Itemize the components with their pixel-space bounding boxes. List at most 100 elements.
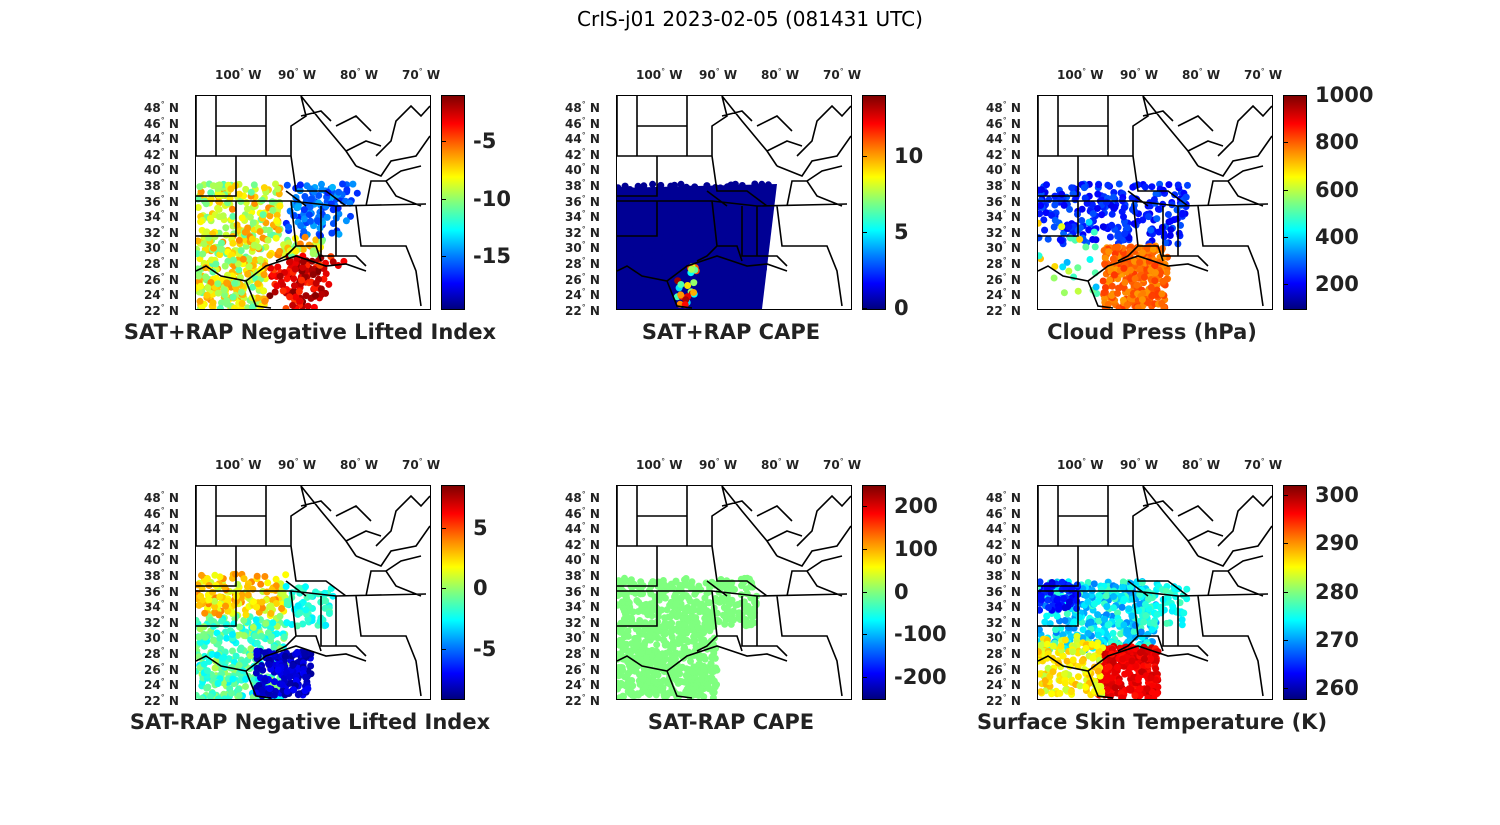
colorbar-tick-mark	[441, 256, 446, 258]
data-point	[673, 206, 681, 214]
data-point	[309, 250, 317, 258]
data-point	[276, 272, 284, 280]
data-point	[1088, 201, 1096, 208]
data-point	[286, 293, 294, 301]
data-point	[642, 279, 650, 287]
data-point	[683, 215, 691, 223]
data-point	[728, 291, 736, 299]
longitude-tick-label: 100° W	[1057, 457, 1104, 472]
data-point	[707, 266, 715, 274]
latitude-tick-label: 30° N	[986, 240, 1021, 256]
data-point	[653, 641, 661, 649]
data-point	[704, 623, 712, 631]
data-point	[664, 293, 672, 301]
data-point	[715, 305, 723, 309]
data-point	[253, 651, 261, 658]
longitude-tick-label: 100° W	[215, 457, 262, 472]
data-point	[620, 241, 628, 249]
data-point	[1149, 245, 1157, 253]
data-point	[246, 652, 254, 660]
data-point	[281, 652, 289, 660]
data-point	[246, 213, 254, 221]
data-point	[1147, 226, 1155, 234]
colorbar-tick-mark	[862, 676, 867, 678]
data-point	[290, 275, 298, 283]
longitude-tick-label: 70° W	[823, 67, 862, 82]
data-point	[635, 626, 643, 634]
data-point	[649, 180, 657, 188]
data-point	[318, 237, 326, 245]
latitude-tick-label: 48° N	[986, 100, 1021, 115]
data-point	[743, 590, 751, 598]
data-point	[1120, 595, 1128, 603]
data-point	[684, 688, 692, 696]
data-point	[1120, 264, 1128, 272]
data-point	[1104, 621, 1112, 629]
panel-cloud-pressure: 100° W 90° W 80° W 70° W 48° N 46° N 44° N 42° …	[942, 50, 1412, 350]
data-point	[218, 239, 225, 247]
data-point	[283, 688, 291, 695]
latitude-tick-label: 30° N	[144, 630, 179, 646]
data-point	[749, 612, 757, 620]
data-point	[1088, 640, 1096, 648]
data-point	[617, 287, 624, 295]
data-point	[278, 681, 286, 689]
data-point	[1136, 258, 1144, 266]
data-point	[276, 202, 284, 210]
data-point	[1061, 679, 1069, 687]
colorbar-tick-mark	[441, 588, 446, 590]
latitude-tick-label: 32° N	[565, 614, 600, 630]
data-point	[635, 218, 643, 225]
colorbar-tick-label: -15	[473, 244, 511, 269]
map-svg	[196, 96, 430, 309]
data-point	[216, 593, 224, 601]
data-point	[624, 226, 632, 234]
data-point	[1138, 296, 1146, 304]
data-point	[196, 183, 204, 191]
data-point	[278, 605, 286, 612]
data-point	[689, 604, 697, 612]
data-point	[631, 667, 639, 675]
data-point	[347, 212, 354, 220]
data-point	[254, 280, 262, 288]
data-point	[761, 183, 769, 191]
data-point	[1084, 598, 1092, 606]
data-point	[307, 195, 315, 203]
latitude-tick-label: 44° N	[565, 521, 600, 537]
data-point	[659, 622, 667, 630]
data-point	[1119, 583, 1127, 591]
data-point	[1093, 205, 1101, 212]
data-point	[1136, 649, 1144, 656]
data-point	[646, 628, 654, 636]
data-point	[218, 245, 226, 253]
latitude-tick-label: 46° N	[986, 115, 1021, 131]
latitude-tick-label: 38° N	[144, 568, 179, 583]
map-plot	[1037, 485, 1273, 700]
data-point	[658, 606, 666, 614]
data-point	[1069, 648, 1077, 656]
data-point	[1154, 205, 1162, 213]
data-point	[253, 603, 261, 611]
state-borders	[196, 96, 430, 309]
data-point	[1090, 600, 1098, 608]
data-point	[626, 679, 634, 687]
data-point	[1113, 243, 1121, 251]
data-point	[642, 608, 650, 616]
data-point	[283, 600, 291, 608]
colorbar-tick-mark	[862, 634, 867, 636]
data-point	[645, 647, 652, 655]
data-point	[1153, 610, 1161, 618]
data-point	[1082, 683, 1090, 691]
data-point	[628, 688, 636, 696]
data-point	[329, 183, 336, 191]
latitude-tick-label: 40° N	[986, 552, 1021, 568]
data-point	[1043, 640, 1051, 648]
data-point	[222, 602, 229, 610]
data-point	[276, 612, 284, 620]
data-point	[696, 244, 704, 252]
panel-lifted-index-sum: 100° W 90° W 80° W 70° W 48° N 46° N 44° N 42° …	[100, 50, 570, 350]
data-point	[654, 671, 662, 679]
data-point	[1145, 594, 1153, 602]
data-point	[1068, 184, 1076, 192]
data-point	[620, 299, 628, 307]
